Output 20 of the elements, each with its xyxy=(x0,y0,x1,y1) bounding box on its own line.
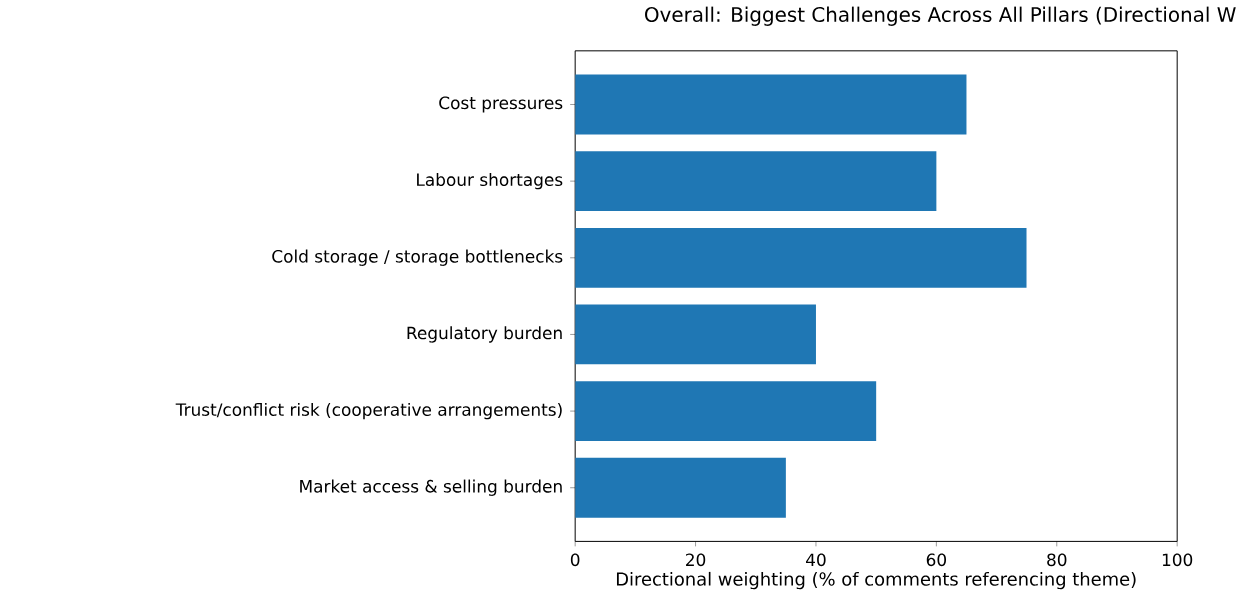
bar xyxy=(575,151,937,212)
y-tick-label: Cold storage / storage bottlenecks xyxy=(272,249,563,266)
x-axis-title: Directional weighting (% of comments referencing theme) xyxy=(616,571,1136,590)
x-tick-label: 100 xyxy=(1162,553,1193,567)
bar xyxy=(575,74,967,135)
x-tick-label: 80 xyxy=(1047,553,1067,567)
bar xyxy=(575,304,816,365)
bar xyxy=(575,227,1027,288)
y-tick-label: Trust/conflict risk (cooperative arrangements) xyxy=(175,402,562,420)
y-tick-label: Cost pressures xyxy=(439,96,563,113)
x-tick-label: 0 xyxy=(570,553,580,567)
bar xyxy=(575,381,877,441)
chart-title: Overall: Biggest Challenges Across All Pillars (Directional W xyxy=(645,6,1236,26)
y-tick-label: Regulatory burden xyxy=(407,326,562,343)
x-tick-label: 60 xyxy=(926,553,947,567)
y-tick-label: Market access & selling burden xyxy=(300,479,562,496)
bar xyxy=(575,457,786,518)
y-tick-label: Labour shortages xyxy=(417,172,563,190)
x-tick-label: 20 xyxy=(686,553,706,567)
x-tick-label: 40 xyxy=(806,553,826,567)
